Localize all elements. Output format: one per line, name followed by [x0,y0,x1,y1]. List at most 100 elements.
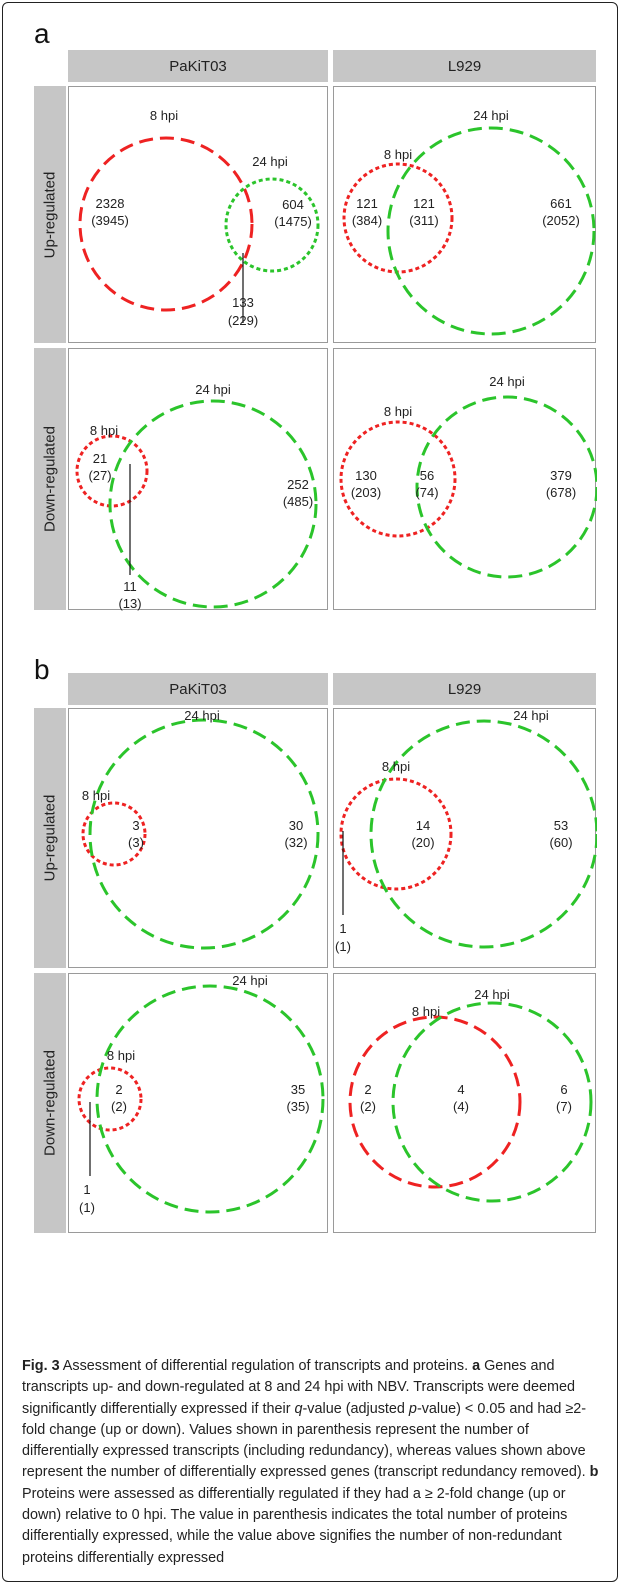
panel-a-row-label-2: Down-regulated [41,426,59,532]
venn-count: 133 [232,295,254,310]
caption-a-text: Genes and transcripts up- and down-regul… [22,1358,576,1417]
panel-b-row-header-1: Up-regulated [34,708,66,968]
venn-b-pakit03-down: 8 hpi 24 hpi 2 (2) 35 (35) 1 (1) [68,973,328,1233]
panel-a-row-header-2: Down-regulated [34,348,66,610]
venn-count-paren: (229) [228,313,258,328]
venn-count-paren: (35) [286,1099,309,1114]
circle-label-8hpi: 8 hpi [82,788,110,803]
circle-label-24hpi: 24 hpi [489,374,525,389]
circle-label-24hpi: 24 hpi [184,709,220,723]
panel-a-row-label-1: Up-regulated [41,171,59,258]
venn-count: 4 [457,1082,464,1097]
venn-a-pakit03-down: 8 hpi 24 hpi 21 (27) 252 (485) 11 (13) [68,348,328,611]
venn-count-paren: (20) [411,835,434,850]
venn-count-paren: (3) [128,835,144,850]
venn-count: 661 [550,196,572,211]
panel-b-row-header-2: Down-regulated [34,973,66,1233]
venn-a-l929-up: 8 hpi 24 hpi 121 (384) 121 (311) 661 (20… [333,86,596,343]
venn-circle-8hpi [77,1066,143,1132]
venn-count: 53 [554,818,568,833]
caption-b-label: b [589,1464,599,1481]
caption-a-text: -value) < 0.05 and had ≥2-fold change (u… [22,1400,590,1481]
venn-circle-24hpi [88,718,320,950]
venn-count-paren: (384) [352,213,382,228]
panel-a-row-header-1: Up-regulated [34,86,66,343]
venn-count: 56 [420,468,434,483]
venn-count-paren: (4) [453,1099,469,1114]
venn-count: 14 [416,818,430,833]
panel-b-row-label-1: Up-regulated [41,794,59,882]
caption-a-label: a [472,1358,481,1374]
circle-label-24hpi: 24 hpi [252,154,288,169]
venn-b-l929-down: 8 hpi 24 hpi 2 (2) 4 (4) 6 (7) [333,973,596,1233]
venn-circle-8hpi [339,420,457,538]
venn-circle-24hpi [224,177,320,273]
venn-count: 121 [413,196,435,211]
venn-a-pakit03-up: 8 hpi 24 hpi 2328 (3945) 604 (1475) 133 … [68,86,328,343]
panel-b-row-label-2: Down-regulated [41,1050,59,1156]
circle-label-8hpi: 8 hpi [90,423,118,438]
caption-fig-label: Fig. 3 [22,1358,60,1374]
venn-count-paren: (311) [409,213,438,228]
venn-count: 2 [364,1082,371,1097]
venn-count: 2328 [96,196,125,211]
venn-count: 30 [289,818,303,833]
venn-count-paren: (32) [284,835,307,850]
venn-count: 252 [287,477,309,492]
venn-count-paren: (7) [556,1099,572,1114]
venn-count-paren: (1475) [274,214,312,229]
venn-b-l929-up: 8 hpi 24 hpi 14 (20) 53 (60) 1 (1) [333,708,597,968]
caption-q-italic: q [294,1400,303,1417]
venn-count: 604 [282,197,304,212]
circle-label-24hpi: 24 hpi [232,974,268,988]
figure-caption: Fig. 3 Assessment of differential regula… [22,1356,602,1569]
venn-circle-8hpi [75,434,149,508]
circle-label-8hpi: 8 hpi [384,404,412,419]
venn-count: 379 [550,468,572,483]
venn-count-paren: (27) [88,468,111,483]
caption-a-text: -value (adjusted [302,1400,409,1417]
venn-circle-8hpi [78,136,254,312]
venn-circle-8hpi [339,777,453,891]
panel-a-column-header-1: PaKiT03 [68,50,328,82]
venn-count: 6 [560,1082,567,1097]
venn-count-paren: (1) [335,939,351,954]
caption-fig-title: Assessment of differential regulation of… [59,1358,469,1374]
venn-count-paren: (2) [111,1099,127,1114]
circle-label-24hpi: 24 hpi [195,382,231,397]
venn-circle-24hpi [108,399,318,609]
venn-count: 35 [291,1082,305,1097]
venn-count-paren: (678) [546,485,576,500]
caption-b-text: Proteins were assessed as differentially… [22,1485,568,1566]
venn-circle-24hpi [415,395,597,579]
circle-label-8hpi: 8 hpi [150,108,178,123]
panel-b-column-header-2: L929 [333,673,596,705]
venn-circle-8hpi [81,801,147,867]
venn-count: 130 [355,468,377,483]
venn-count-paren: (13) [118,596,141,611]
caption-p-italic: p [408,1400,417,1417]
venn-count-paren: (60) [549,835,572,850]
venn-circle-8hpi [348,1015,522,1189]
panel-b-column-header-1: PaKiT03 [68,673,328,705]
circle-label-8hpi: 8 hpi [412,1004,440,1019]
circle-label-24hpi: 24 hpi [474,987,510,1002]
venn-count-paren: (1) [79,1200,95,1215]
panel-a-letter: a [34,18,50,49]
circle-label-8hpi: 8 hpi [384,147,412,162]
venn-count-paren: (3945) [91,213,129,228]
venn-circle-24hpi [386,126,596,336]
venn-a-l929-down: 8 hpi 24 hpi 130 (203) 56 (74) 379 (678) [333,348,597,610]
circle-label-8hpi: 8 hpi [382,759,410,774]
venn-count: 2 [115,1082,122,1097]
circle-label-24hpi: 24 hpi [473,108,509,123]
venn-circle-24hpi [391,1001,593,1203]
panel-a-column-header-2: L929 [333,50,596,82]
venn-count: 121 [356,196,378,211]
circle-label-8hpi: 8 hpi [107,1048,135,1063]
circle-label-24hpi: 24 hpi [513,709,549,723]
panel-b-letter: b [34,654,50,685]
venn-count: 3 [132,818,139,833]
venn-b-pakit03-up: 8 hpi 24 hpi 3 (3) 30 (32) [68,708,328,968]
caption-paragraph: Fig. 3 Assessment of differential regula… [22,1356,602,1569]
